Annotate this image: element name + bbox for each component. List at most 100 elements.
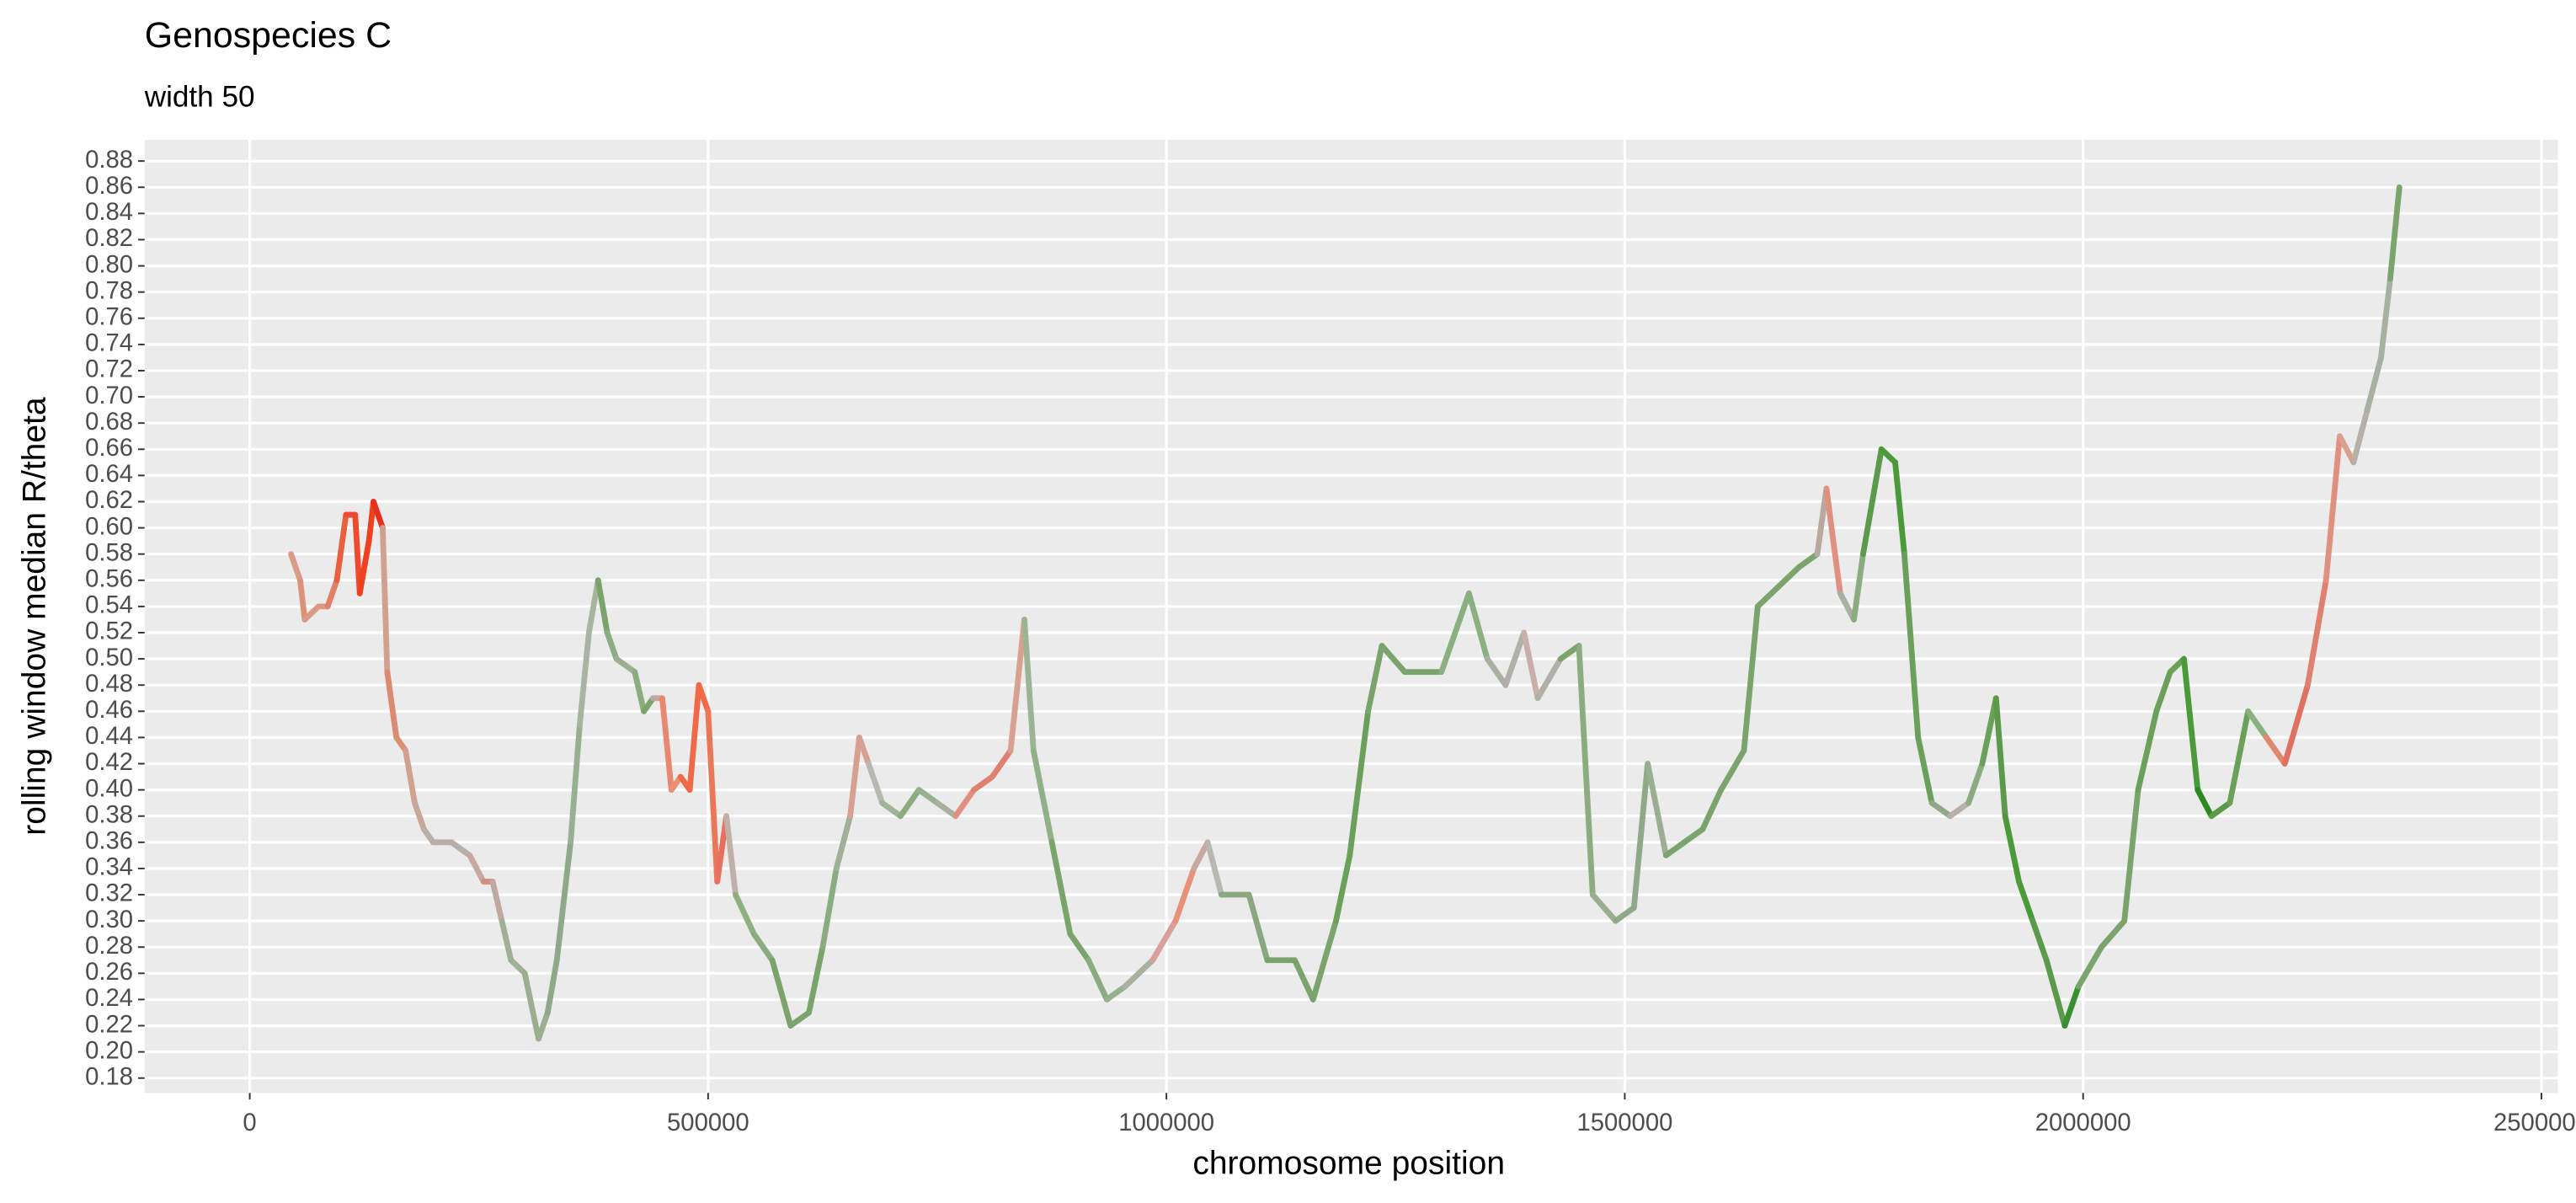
line-segment [1309,917,1339,1002]
y-tick-label: 0.62 [85,487,133,514]
line-segment [2227,708,2252,806]
line-segment [879,799,904,820]
line-segment [1085,957,1110,1002]
line-segment [1699,787,1725,832]
y-tick-label: 0.28 [85,933,133,960]
line-segment [371,499,386,532]
line-segment [833,813,854,872]
line-segment [1007,617,1027,754]
line-segment [989,747,1014,780]
line-segment [2350,407,2371,466]
line-segment [2153,669,2173,714]
y-tick-label: 0.72 [85,356,133,383]
line-segment [1823,485,1843,596]
line-segment [705,708,721,885]
y-tick-label: 0.38 [85,801,133,828]
line-segment [1851,551,1866,623]
y-tick-label: 0.34 [85,854,133,881]
line-segment [1630,761,1651,911]
y-tick-label: 0.46 [85,697,133,724]
chart-subtitle: width 50 [144,80,255,113]
line-segment [585,577,601,636]
line-segment [1965,761,1986,806]
line-segment [499,917,515,964]
y-tick-label: 0.44 [85,723,133,750]
y-tick-label: 0.78 [85,277,133,304]
y-tick-label: 0.32 [85,880,133,907]
line-segment [595,577,611,636]
y-tick-label: 0.86 [85,173,133,200]
line-segment [769,957,794,1029]
line-segment [544,957,560,1016]
line-segment [952,787,977,820]
line-segment [1534,655,1564,702]
line-segment [403,747,418,806]
line-segment [2323,433,2343,584]
line-segment [1502,629,1528,688]
line-segment [613,655,638,676]
y-tick-label: 0.60 [85,513,133,540]
line-segment [577,629,592,728]
line-segment [856,734,872,767]
line-segment [1438,590,1472,676]
line-segment [1741,603,1761,754]
x-axis-label: chromosome position [1192,1145,1505,1181]
y-tick-label: 0.74 [85,330,133,357]
y-tick-label: 0.24 [85,985,133,1012]
line-segment [2245,708,2269,741]
line-segment [2135,708,2160,794]
line-segment [2002,813,2022,885]
line-segment [384,669,400,741]
line-segment [847,734,862,820]
y-tick-label: 0.66 [85,435,133,462]
line-segment [750,931,776,964]
line-segment [352,511,363,596]
line-segment [632,669,648,714]
y-tick-label: 0.40 [85,775,133,802]
line-segment [604,629,620,662]
line-segment [1204,839,1224,898]
line-segment [1892,459,1907,558]
line-segment [2304,577,2329,688]
line-segment [1589,891,1619,924]
x-tick-label: 2500000 [2493,1109,2576,1136]
line-segment [553,839,573,964]
line-segment [324,577,340,610]
line-segment [1576,643,1596,898]
line-segment [2099,917,2128,950]
line-segment [1979,695,1999,767]
line-segment [806,944,826,1016]
line-segment [467,852,487,885]
y-tick-label: 0.42 [85,749,133,776]
y-tick-label: 0.56 [85,566,133,593]
x-tick-label: 1000000 [1118,1109,1214,1136]
y-tick-label: 0.36 [85,828,133,855]
line-segment [1191,839,1211,872]
line-segment [787,1009,813,1029]
line-segment [333,511,349,584]
line-segment [1347,708,1372,858]
line-segment [2195,787,2215,820]
line-segment [2364,355,2384,414]
line-segment [1379,643,1408,676]
line-segment [971,773,995,794]
line-segment [1172,865,1197,924]
line-segment [365,499,376,544]
line-segment [288,551,303,584]
line-segment [1928,799,1954,820]
line-segment [865,761,886,806]
y-axis-label: rolling window median R/theta [16,397,52,836]
y-tick-label: 0.76 [85,304,133,331]
line-segment [733,891,757,938]
y-tick-label: 0.22 [85,1011,133,1038]
line-segment [2378,275,2393,361]
line-segment [1947,799,1972,820]
line-segment [2061,983,2082,1029]
line-segment [508,957,528,976]
line-segment [2181,655,2201,794]
line-segment [2043,957,2068,1029]
line-segment [898,787,922,820]
line-segment [2208,799,2233,820]
